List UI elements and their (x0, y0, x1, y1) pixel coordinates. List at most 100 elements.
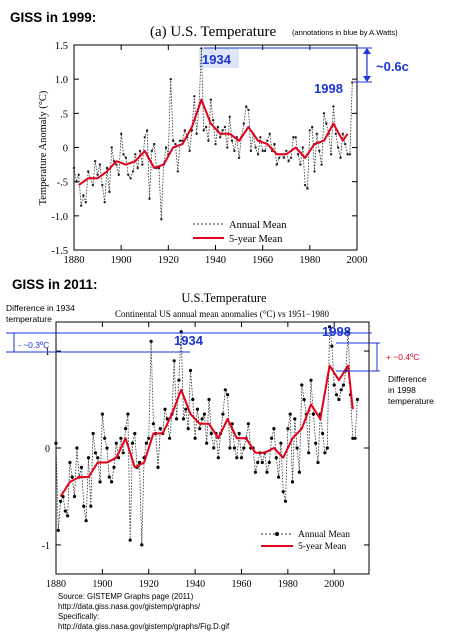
annual-point-1957 (232, 446, 237, 450)
series-5yr-mean-line (78, 98, 349, 186)
annual-point-1997 (325, 446, 329, 450)
annual-point-1910 (124, 427, 128, 431)
annotation-right-note-line1: Difference (388, 374, 427, 384)
annual-point-1884 (82, 194, 85, 197)
annual-point-1999 (330, 344, 334, 348)
annual-point-1986 (300, 383, 304, 387)
annual-point-1932 (195, 132, 198, 135)
annual-point-1987 (325, 122, 328, 125)
annual-point-1886 (87, 170, 90, 173)
annual-point-1939 (191, 397, 195, 402)
annual-point-1974 (272, 427, 276, 431)
annual-point-1901 (122, 153, 125, 156)
annual-point-1898 (96, 456, 100, 460)
annual-point-1969 (260, 460, 264, 465)
annual-point-1908 (119, 436, 123, 440)
annual-point-1900 (100, 412, 104, 416)
annual-point-1911 (126, 412, 130, 416)
annual-point-1982 (313, 170, 316, 173)
annual-point-1946 (228, 115, 231, 119)
annual-point-1955 (228, 446, 232, 450)
annual-point-1935 (181, 417, 186, 421)
annual-point-1904 (129, 177, 132, 180)
annual-point-1934 (200, 47, 203, 50)
annotation-1934-1999: 1934 (202, 52, 232, 67)
annual-point-1966 (253, 470, 257, 474)
x-tick-label-1980: 1980 (299, 255, 320, 266)
legend-annual-marker-2011 (275, 532, 279, 536)
annual-point-1902 (105, 446, 109, 450)
annual-point-1912 (128, 538, 132, 542)
panel-label-1999: GISS in 1999: (10, 10, 96, 25)
annotation-1998-2011: 1998 (322, 324, 351, 339)
annual-point-1940 (193, 436, 197, 440)
legend-mean5-label-2011: 5-year Mean (298, 542, 347, 552)
y-tick-label-5: 1.0 (55, 75, 68, 86)
x-tick-label-1900: 1900 (111, 255, 132, 266)
annual-point-1905 (112, 465, 116, 469)
y-tick-label-1: -1.0 (51, 212, 68, 223)
chart-2011-title: U.S.Temperature (181, 291, 267, 305)
annual-point-1919 (164, 146, 168, 149)
annual-point-2001 (334, 393, 339, 397)
x-tick-label-2000: 2000 (324, 579, 344, 590)
chart-2011-source: Source: GISTEMP Graphs page (2011) http:… (58, 592, 230, 631)
annual-point-1888 (72, 494, 77, 499)
y-tick-label-0: -1 (42, 541, 50, 552)
annual-point-1980 (308, 129, 311, 132)
annual-point-2004 (341, 383, 346, 387)
annual-point-1893 (103, 201, 106, 204)
annual-point-1950 (237, 156, 241, 159)
annual-point-1944 (202, 412, 206, 416)
chart-1999-title: (a) U.S. Temperature (150, 24, 276, 40)
annual-point-1995 (344, 142, 347, 146)
chart-2011: GISS in 2011: U.S.Temperature Continenta… (6, 277, 434, 631)
annual-point-1962 (266, 139, 269, 142)
series-annual-mean-line (73, 48, 353, 220)
annotation-right-value: + ~0.4ºC (386, 352, 419, 362)
annual-point-1977 (301, 146, 304, 149)
annual-point-1899 (117, 173, 121, 176)
chart-2011-axes: 1880 1900 1920 1940 1960 1980 2000 -1 0 1 (42, 322, 369, 590)
annual-point-1937 (186, 427, 190, 431)
annotation-right-note-line2: in 1998 (388, 385, 416, 395)
annual-point-1920 (147, 436, 151, 440)
annual-point-1997 (348, 153, 352, 156)
annual-point-1895 (89, 504, 93, 508)
annual-point-1990 (309, 378, 313, 382)
series-annual-mean-line (55, 326, 358, 545)
annual-point-1986 (322, 112, 326, 115)
y-tick-label-1: 0 (45, 444, 50, 455)
annual-point-1993 (316, 460, 320, 465)
annual-point-1913 (130, 441, 135, 445)
annual-point-1998 (351, 81, 354, 84)
annual-point-1983 (315, 132, 319, 135)
annual-point-1978 (281, 490, 285, 494)
annual-point-1904 (110, 480, 114, 484)
annual-point-1939 (211, 119, 215, 122)
annual-point-1921 (149, 339, 153, 343)
annual-point-1941 (195, 407, 199, 411)
annual-point-1967 (278, 156, 281, 159)
annual-point-1973 (270, 436, 274, 440)
annual-point-1925 (178, 139, 182, 142)
annual-point-1974 (294, 136, 297, 139)
annual-point-1886 (68, 460, 72, 465)
annual-point-2008 (351, 436, 355, 440)
annual-point-1972 (267, 460, 271, 465)
annual-point-1983 (293, 417, 297, 421)
annual-point-1922 (151, 422, 155, 426)
annual-point-1994 (341, 132, 344, 135)
annual-point-1959 (237, 431, 241, 436)
annual-point-1954 (247, 108, 250, 112)
annual-point-1958 (256, 153, 260, 156)
annual-point-1909 (141, 163, 144, 166)
x-tick-label-1920: 1920 (158, 255, 179, 266)
chart-1999-annotations: 1934 1998 ~0.6c (202, 47, 409, 96)
annual-point-1979 (283, 499, 288, 503)
annual-point-1936 (184, 407, 188, 411)
annual-point-1896 (110, 146, 113, 149)
chart-2011-subtitle: Continental US annual mean anomalies (°C… (115, 309, 329, 319)
annual-point-1976 (299, 163, 302, 166)
annual-point-1910 (143, 136, 146, 139)
